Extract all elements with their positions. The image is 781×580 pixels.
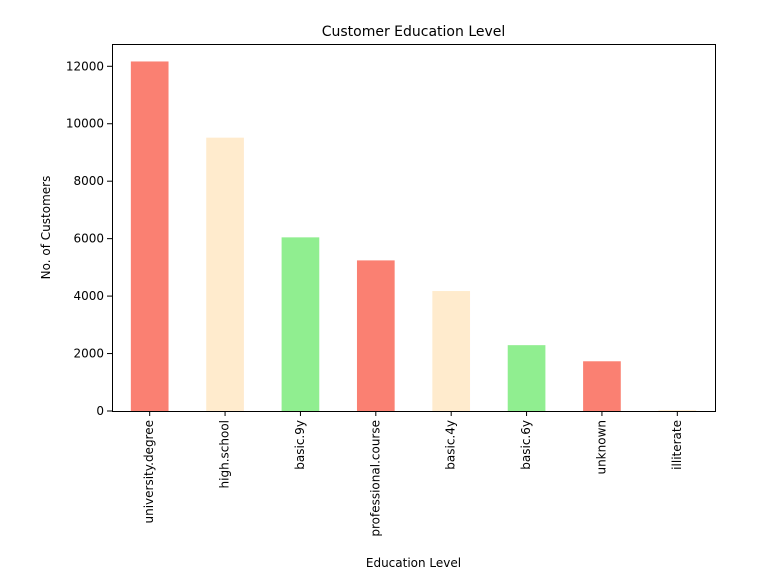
bar-university-degree xyxy=(130,61,169,412)
x-tick-label: basic.9y xyxy=(293,420,307,470)
x-tick-label: professional.course xyxy=(368,420,382,537)
y-tick-label: 8000 xyxy=(73,174,104,188)
bar-high-school xyxy=(206,137,244,411)
y-axis: 0 2000 4000 6000 8000 10000 12000 xyxy=(66,59,112,418)
y-tick-label: 4000 xyxy=(73,289,104,303)
bar-basic-9y xyxy=(281,237,320,411)
y-tick-label: 6000 xyxy=(73,232,104,246)
chart-title: Customer Education Level xyxy=(322,24,506,40)
y-tick-label: 10000 xyxy=(66,117,104,131)
bar-unknown xyxy=(583,361,621,411)
y-tick-label: 0 xyxy=(96,404,104,418)
y-tick-label: 2000 xyxy=(73,347,104,361)
x-tick-label: basic.6y xyxy=(519,420,533,470)
bar-professional-course xyxy=(356,260,395,411)
x-tick-label: illiterate xyxy=(670,420,684,470)
bar-illiterate xyxy=(658,410,697,411)
x-axis: university.degree high.school basic.9y prof… xyxy=(142,411,684,537)
plot-frame xyxy=(112,44,716,412)
y-axis-title: No. of Customers xyxy=(39,176,53,280)
bars-group xyxy=(130,61,697,412)
x-tick-label: unknown xyxy=(594,420,608,475)
y-tick-label: 12000 xyxy=(66,59,104,73)
x-tick-label: university.degree xyxy=(142,420,156,524)
bar-basic-6y xyxy=(507,345,546,411)
bar-basic-4y xyxy=(432,291,471,411)
x-tick-label: high.school xyxy=(218,420,232,488)
x-axis-title: Education Level xyxy=(366,556,461,570)
x-tick-label: basic.4y xyxy=(444,420,458,470)
